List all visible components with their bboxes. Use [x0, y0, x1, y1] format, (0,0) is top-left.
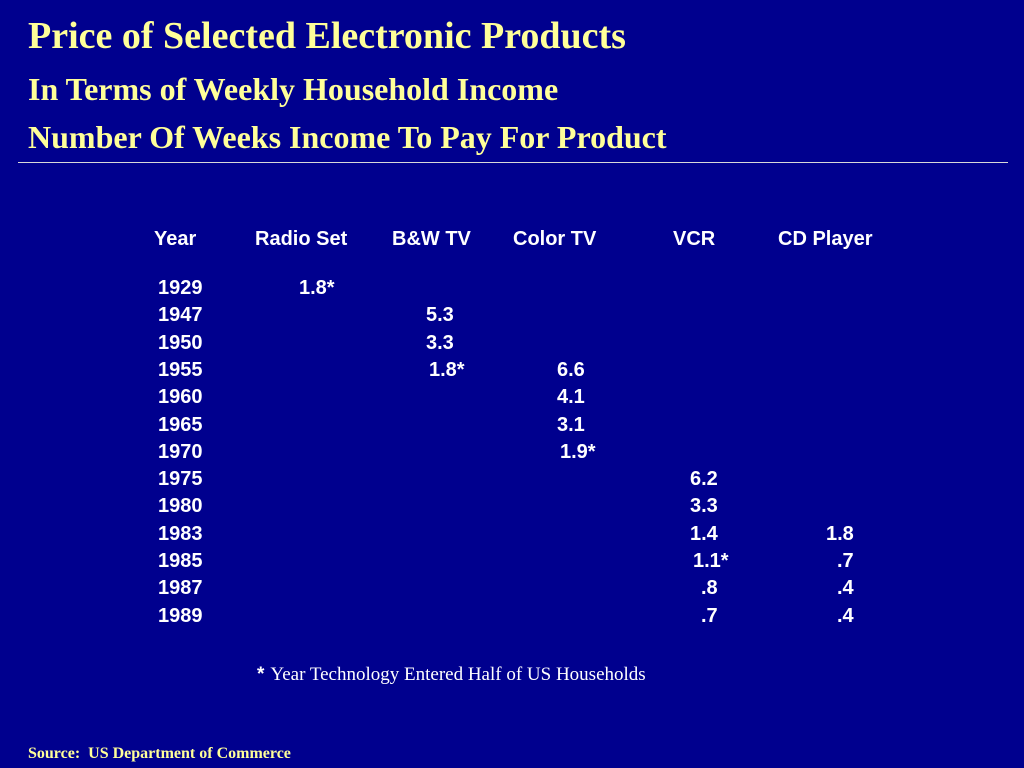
year-cell: 1985: [158, 550, 203, 572]
value-cell-cd-player: .7: [837, 550, 854, 572]
value-cell-bw-tv: 5.3: [426, 304, 454, 327]
year-cell: 1989: [158, 604, 203, 627]
column-header-bw-tv: B&W TV: [392, 228, 471, 250]
chart-subtitle: In Terms of Weekly Household Income: [28, 71, 559, 107]
column-header-vcr: VCR: [673, 228, 716, 250]
value-cell-color-tv: 3.1: [557, 413, 585, 436]
column-header-radio-set: Radio Set: [255, 228, 348, 250]
source-note: Source: US Department of Commerce: [28, 745, 291, 762]
chart-title: Price of Selected Electronic Products: [28, 15, 626, 57]
year-cell: 1950: [158, 331, 203, 354]
year-cell: 1975: [158, 468, 203, 491]
footnote: * Year Technology Entered Half of US Hous…: [257, 664, 646, 686]
chart-subtitle-2: Number Of Weeks Income To Pay For Produc…: [28, 119, 667, 155]
value-cell-vcr: .7: [701, 604, 718, 627]
value-cell-color-tv: 4.1: [557, 386, 585, 409]
year-cell: 1980: [158, 495, 203, 518]
year-cell: 1960: [158, 386, 203, 409]
year-cell: 1983: [158, 522, 203, 545]
value-cell-vcr: 6.2: [690, 468, 718, 491]
footnote-text: Year Technology Entered Half of US House…: [270, 664, 646, 685]
column-header-color-tv: Color TV: [513, 228, 597, 250]
value-cell-bw-tv: 3.3: [426, 331, 454, 354]
value-cell-cd-player: .4: [837, 604, 854, 627]
title-divider: [18, 162, 1008, 163]
year-cell: 1970: [158, 440, 203, 463]
year-cell: 1955: [158, 358, 203, 381]
column-header-year: Year: [154, 228, 197, 250]
year-cell: 1947: [158, 304, 203, 327]
year-cell: 1987: [158, 577, 203, 600]
footnote-marker: *: [257, 664, 265, 685]
value-cell-cd-player: .4: [837, 577, 854, 600]
value-cell-color-tv: 1.9*: [560, 440, 596, 463]
value-cell-vcr: 3.3: [690, 495, 718, 518]
value-cell-bw-tv: 1.8*: [429, 358, 465, 381]
value-cell-cd-player: 1.8: [826, 522, 854, 545]
value-cell-vcr: 1.1*: [693, 550, 729, 572]
column-header-cd-player: CD Player: [778, 228, 873, 250]
value-cell-vcr: .8: [701, 577, 718, 600]
year-cell: 1929: [158, 277, 203, 299]
value-cell-radio-set: 1.8*: [299, 277, 335, 299]
value-cell-color-tv: 6.6: [557, 358, 585, 381]
value-cell-vcr: 1.4: [690, 522, 718, 545]
year-cell: 1965: [158, 413, 203, 436]
